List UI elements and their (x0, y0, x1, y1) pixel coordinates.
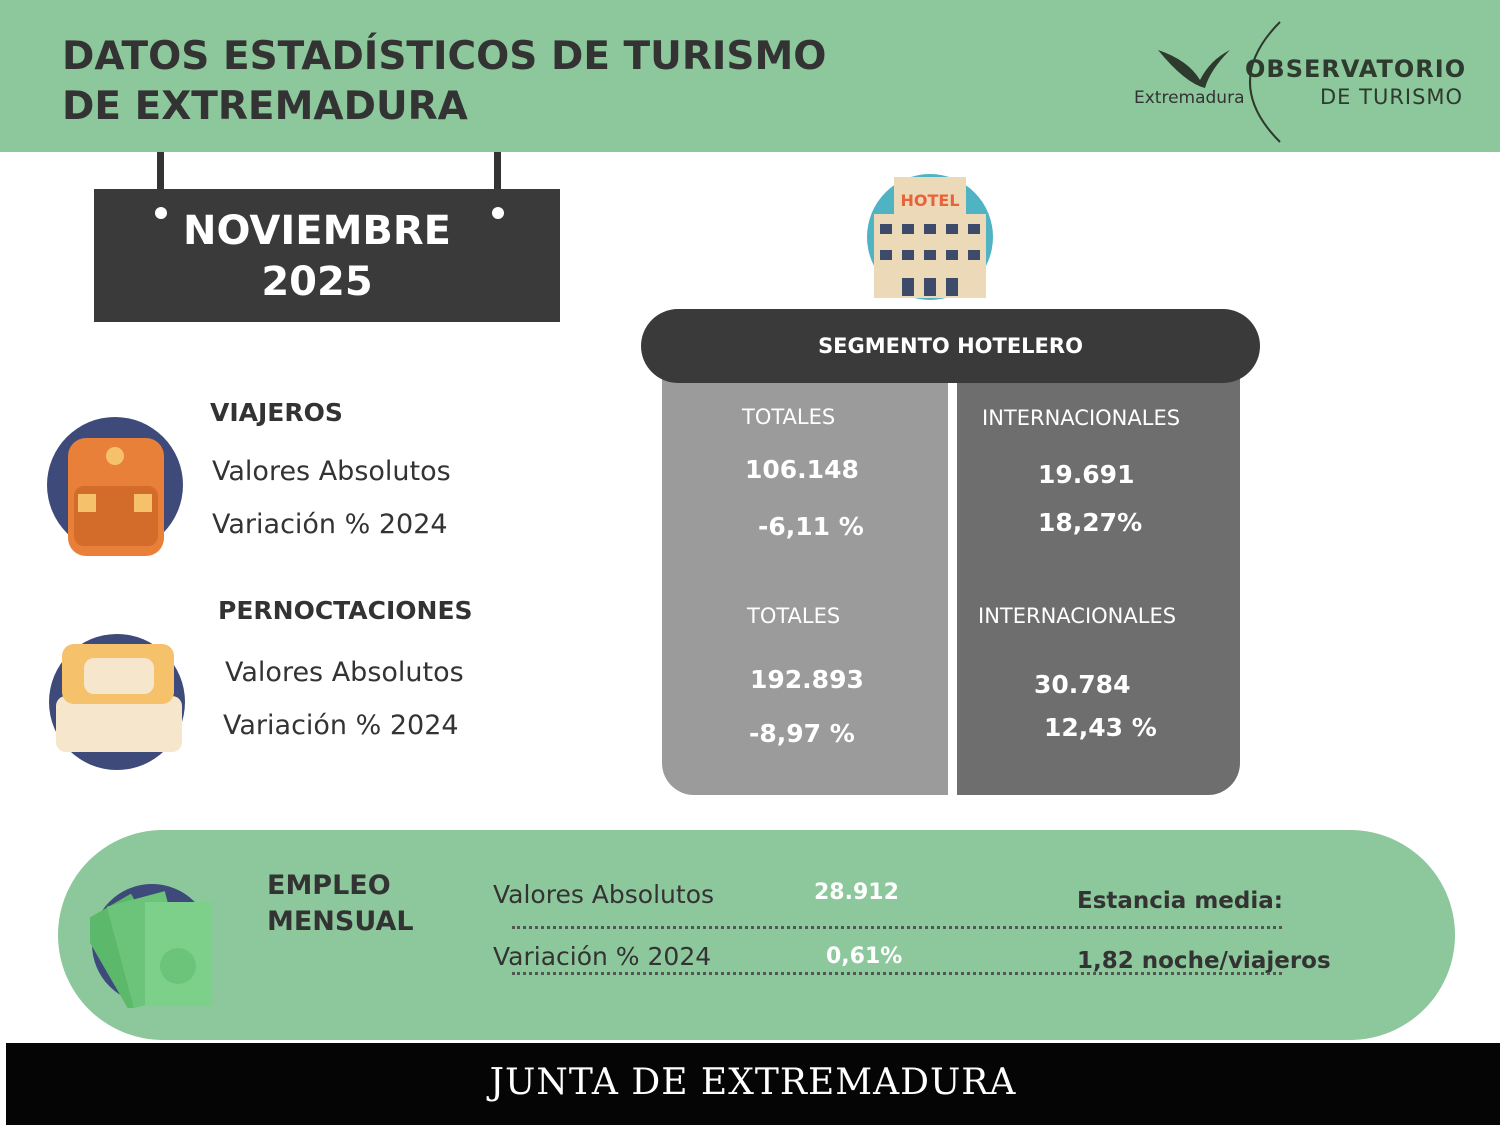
sign-post (157, 152, 164, 190)
section-title: PERNOCTACIONES (218, 596, 473, 625)
logo-graphics (1158, 21, 1281, 143)
header-title: DATOS ESTADÍSTICOS DE TURISMO DE EXTREMA… (62, 32, 826, 132)
dotted-rule (512, 972, 1282, 975)
sign-post (494, 152, 501, 190)
period-year: 2025 (261, 259, 373, 305)
segment-title: SEGMENTO HOTELERO (641, 309, 1260, 383)
period-month: NOVIEMBRE (183, 208, 451, 254)
row-label: Variación % 2024 (223, 710, 459, 741)
row-label: Variación % 2024 (212, 509, 448, 540)
period-sign (94, 189, 560, 322)
hotel-sign: HOTEL (900, 191, 960, 210)
value: 18,27% (1038, 508, 1143, 537)
estancia-label: Estancia media: (1077, 888, 1283, 914)
value: 12,43 % (1044, 713, 1157, 742)
column-header: TOTALES (747, 604, 841, 628)
row-label: Valores Absolutos (225, 657, 464, 688)
backpack-icon (47, 417, 183, 556)
empleo-title-line: EMPLEO (267, 870, 391, 901)
value: 106.148 (745, 455, 859, 484)
money-icon (90, 884, 212, 1008)
empleo-title: EMPLEO MENSUAL (267, 868, 414, 940)
value: -8,97 % (749, 719, 855, 748)
column-header: INTERNACIONALES (982, 406, 1181, 430)
bed-icon (49, 634, 185, 770)
value: 192.893 (750, 665, 864, 694)
dotted-rule (512, 926, 1282, 929)
sign-hole (155, 207, 167, 219)
title-line: DE EXTREMADURA (62, 84, 468, 129)
row-label: Variación % 2024 (493, 942, 712, 971)
footer-band (6, 1043, 1500, 1125)
estancia-value: 1,82 noche/viajeros (1077, 948, 1331, 974)
value: 19.691 (1038, 460, 1135, 489)
value: 28.912 (814, 880, 899, 905)
sign-hole (492, 207, 504, 219)
value: 0,61% (826, 944, 903, 969)
logo-subname: DE TURISMO (1320, 85, 1464, 109)
column-header: INTERNACIONALES (978, 604, 1177, 628)
internacionales-column (957, 370, 1240, 795)
footer-text: JUNTA DE EXTREMADURA (489, 1062, 1017, 1103)
row-label: Valores Absolutos (493, 880, 715, 909)
logo-region: Extremadura (1134, 88, 1245, 108)
hotel-icon (867, 174, 993, 300)
row-label: Valores Absolutos (212, 456, 451, 487)
empleo-title-line: MENSUAL (267, 906, 414, 937)
value: -6,11 % (758, 512, 864, 541)
totales-column (662, 370, 948, 795)
section-title: VIAJEROS (210, 398, 343, 427)
logo-name: OBSERVATORIO (1245, 55, 1467, 83)
column-header: TOTALES (742, 405, 836, 429)
value: 30.784 (1034, 670, 1131, 699)
period: NOVIEMBRE 2025 (94, 206, 540, 308)
title-line: DATOS ESTADÍSTICOS DE TURISMO (62, 34, 827, 79)
empleo-panel (58, 830, 1455, 1040)
